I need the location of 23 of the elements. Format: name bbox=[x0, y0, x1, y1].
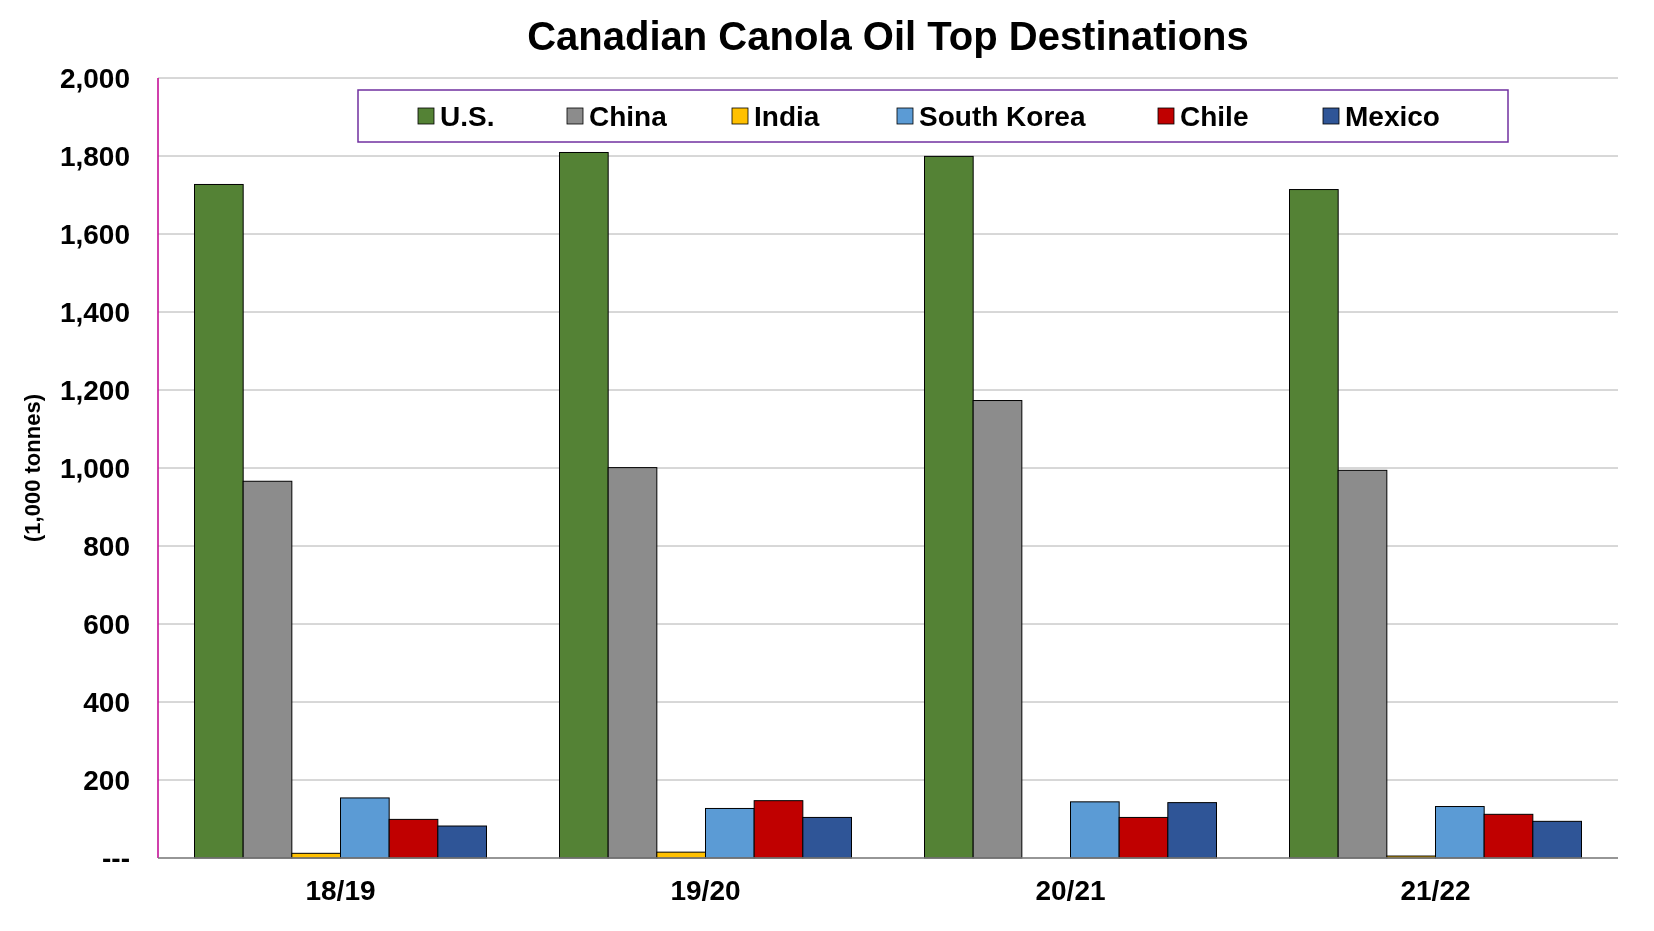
y-axis-title: (1,000 tonnes) bbox=[20, 394, 45, 542]
y-tick-label: 1,600 bbox=[59, 218, 130, 250]
y-tick-label: 1,000 bbox=[59, 452, 130, 484]
x-tick-label: 18/19 bbox=[305, 875, 376, 906]
y-tick-label: 2,000 bbox=[59, 62, 130, 94]
y-tick-label: 1,200 bbox=[59, 374, 130, 406]
legend-label: India bbox=[754, 100, 820, 132]
y-tick-label: 600 bbox=[83, 608, 130, 640]
legend-label: U.S. bbox=[440, 100, 495, 132]
y-tick-label: 800 bbox=[83, 530, 130, 562]
y-tick-label: --- bbox=[102, 842, 130, 874]
legend-label: Chile bbox=[1180, 100, 1249, 132]
y-tick-label: 1,400 bbox=[59, 296, 130, 328]
legend-label: Mexico bbox=[1345, 100, 1440, 132]
y-tick-label: 1,800 bbox=[59, 140, 130, 172]
x-tick-label: 20/21 bbox=[1035, 875, 1106, 906]
chart-title: Canadian Canola Oil Top Destinations bbox=[527, 14, 1249, 58]
legend-label: South Korea bbox=[919, 100, 1086, 132]
y-tick-label: 200 bbox=[83, 764, 130, 796]
x-tick-label: 21/22 bbox=[1400, 875, 1471, 906]
y-tick-label: 400 bbox=[83, 686, 130, 718]
legend-label: China bbox=[589, 100, 668, 132]
x-tick-label: 19/20 bbox=[670, 875, 741, 906]
